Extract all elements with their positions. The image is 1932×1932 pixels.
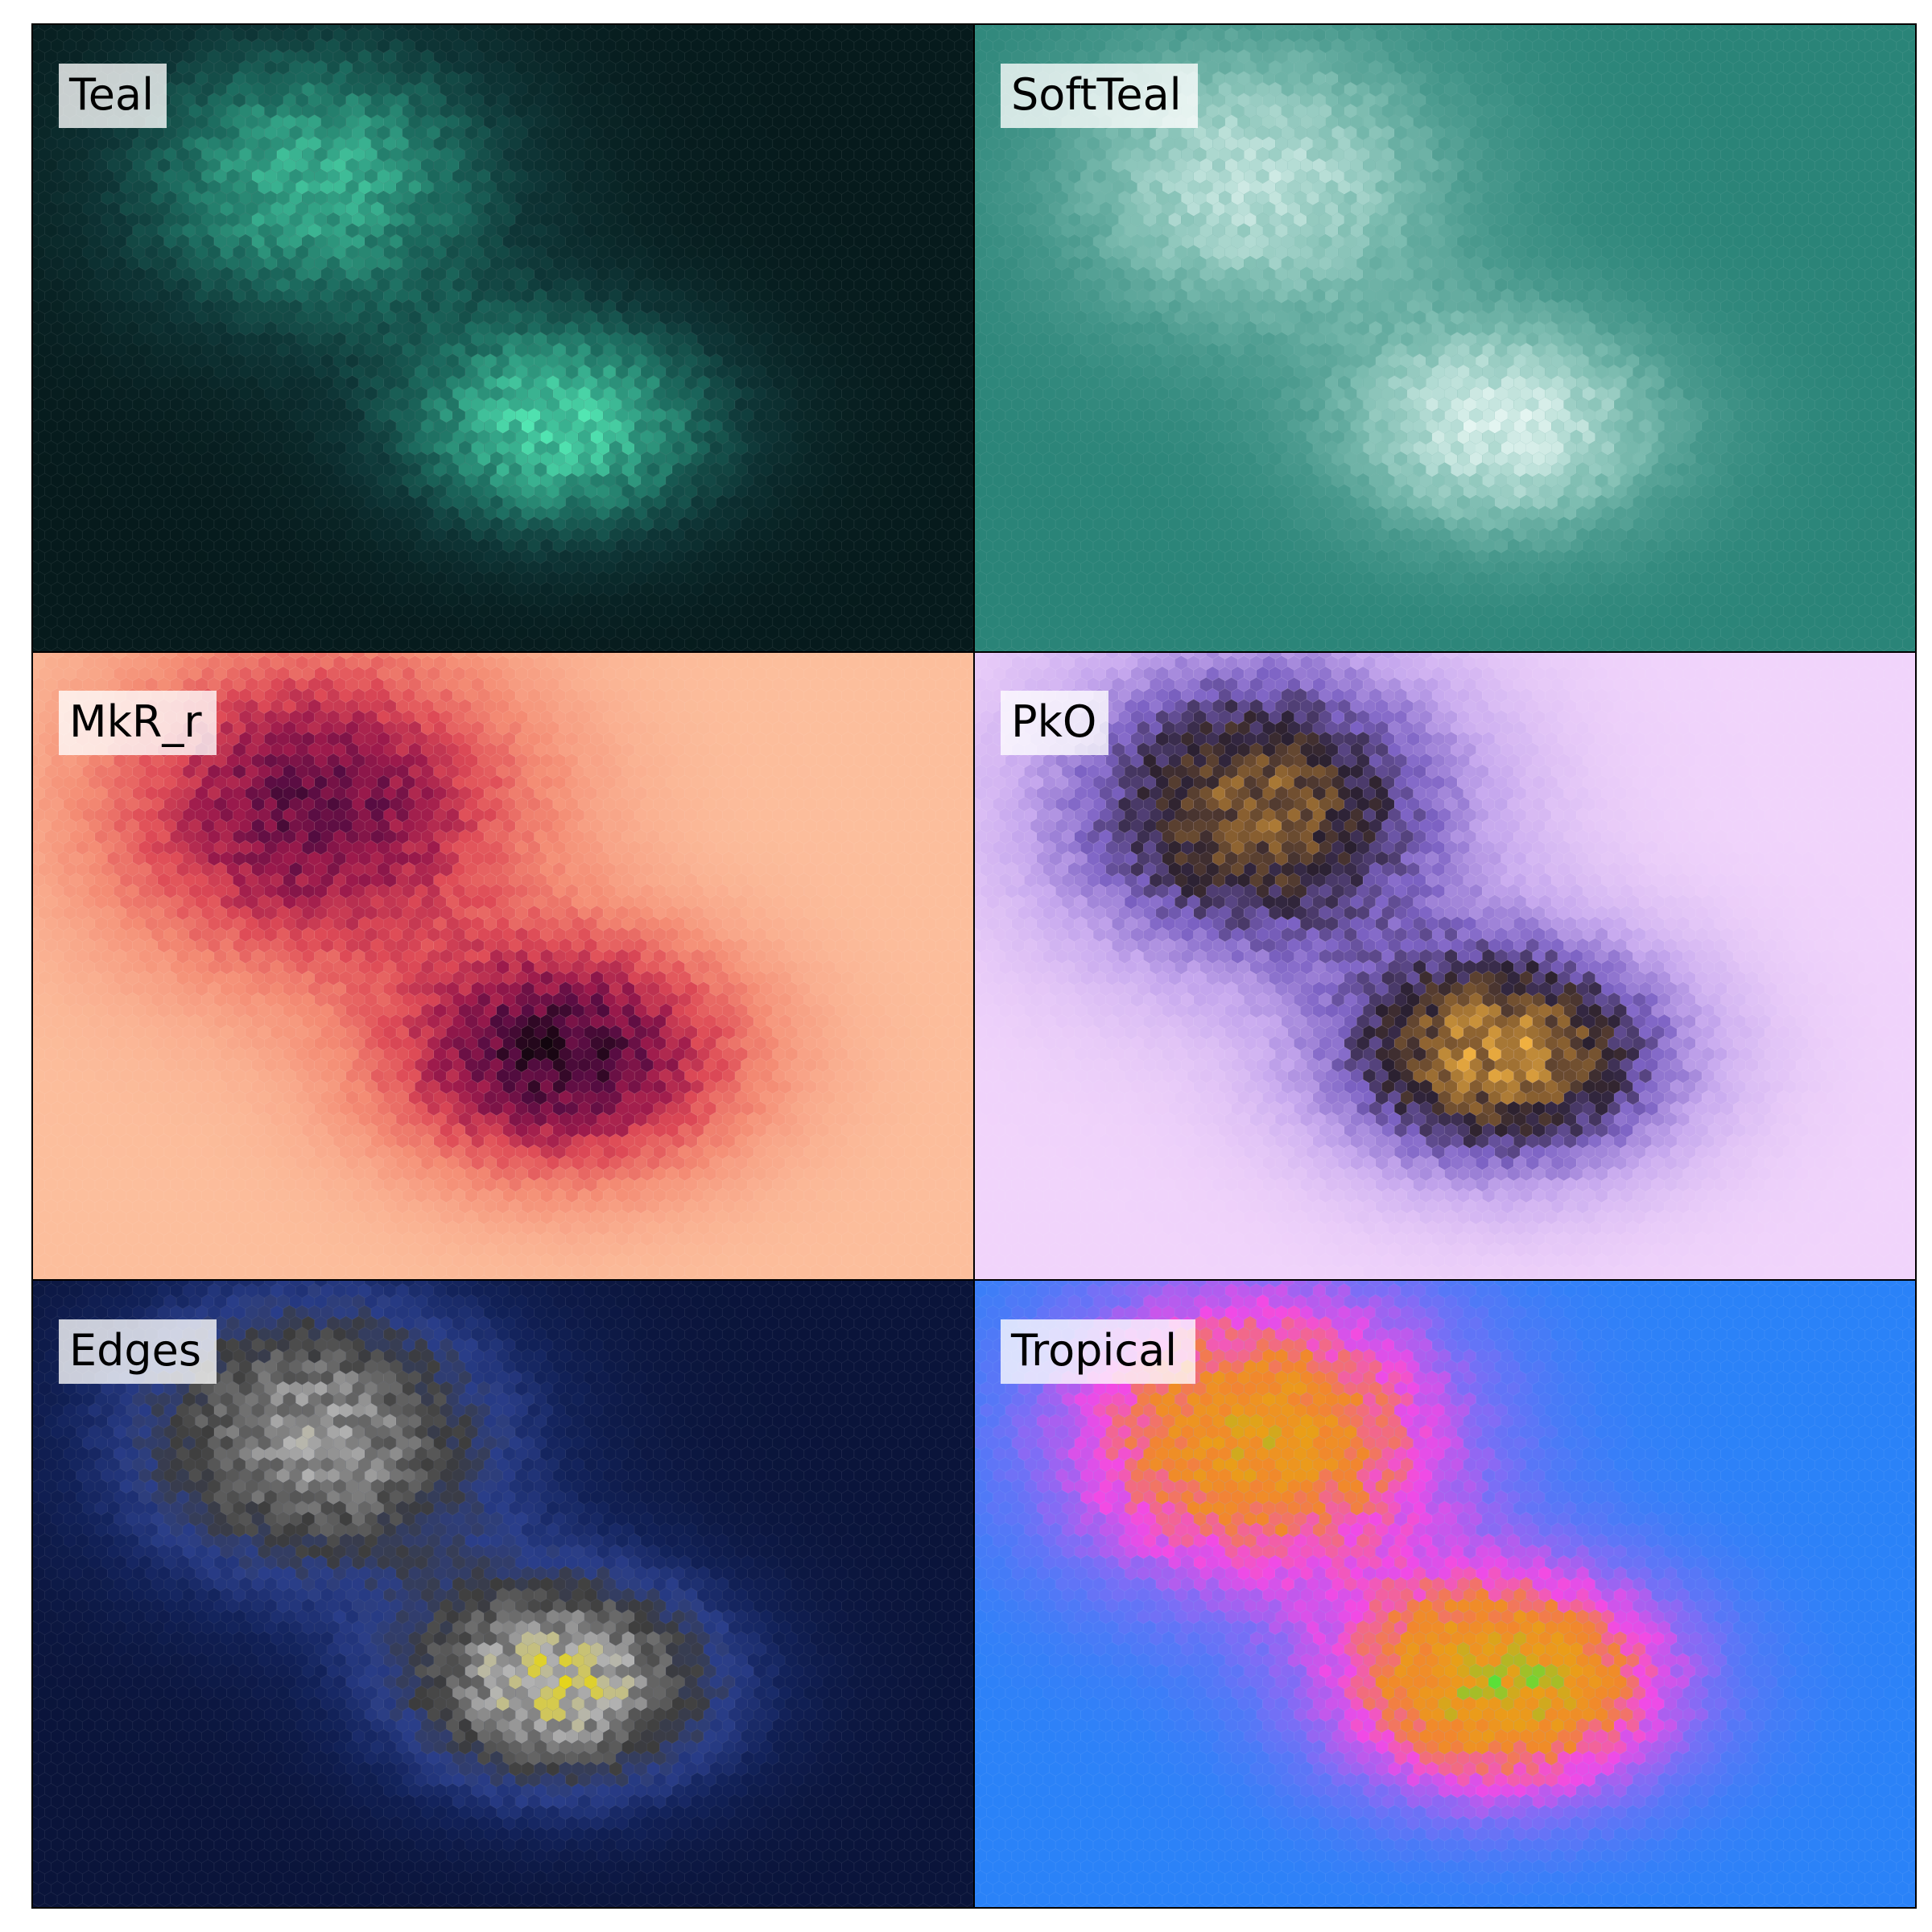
hexbin-cell (32, 24, 39, 32)
panel-label: Teal (68, 69, 154, 120)
panel-softteal: SoftTeal (973, 23, 1917, 653)
panel-teal: Teal (31, 23, 975, 653)
hexbin-cells (32, 24, 974, 652)
